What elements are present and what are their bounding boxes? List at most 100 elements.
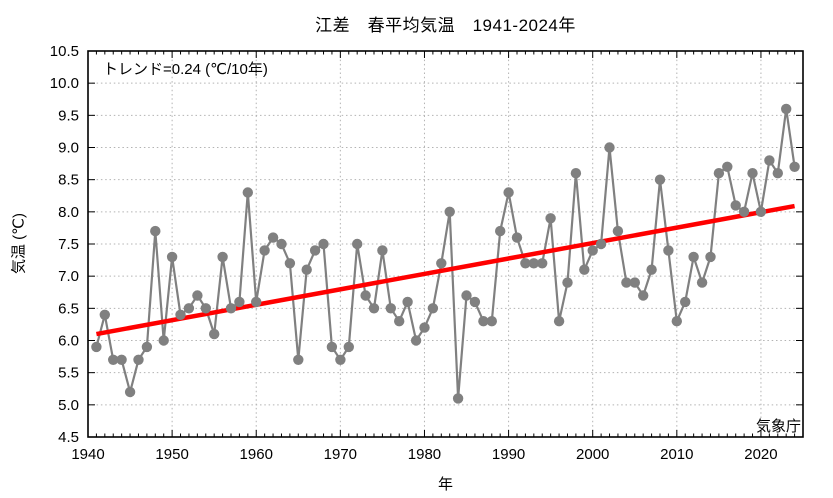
data-point (621, 277, 632, 288)
data-point (452, 393, 464, 404)
x-tick-label: 1990 (492, 446, 525, 463)
y-tick-label: 6.5 (58, 300, 79, 317)
data-point (368, 303, 380, 314)
data-point (730, 200, 741, 211)
chart-title: 江差 春平均気温 1941-2024年 (315, 16, 576, 35)
x-tick-label: 2000 (576, 446, 609, 463)
data-point (713, 168, 725, 179)
y-tick-label: 5.5 (58, 365, 79, 382)
data-point (402, 296, 413, 308)
data-point (747, 168, 758, 179)
data-point (520, 258, 531, 269)
data-point (209, 328, 220, 340)
data-point (410, 335, 422, 346)
data-point (377, 245, 388, 256)
data-point (764, 155, 775, 166)
data-point (511, 232, 523, 243)
plot-border (87, 50, 804, 438)
data-point (267, 232, 279, 243)
y-tick-label: 9.0 (58, 140, 79, 157)
data-point (108, 354, 119, 365)
data-point (150, 225, 161, 237)
data-point (394, 316, 405, 327)
data-point (343, 341, 354, 353)
data-point (503, 187, 514, 198)
data-point (259, 245, 270, 256)
data-point (553, 316, 565, 327)
x-tick-label: 1950 (155, 446, 188, 463)
x-axis-label: 年 (437, 476, 453, 493)
data-point (427, 303, 439, 314)
y-tick-label: 9.5 (58, 107, 79, 124)
data-point (461, 290, 472, 301)
data-point (772, 168, 783, 179)
data-point (486, 316, 497, 327)
data-point (217, 251, 228, 263)
data-point (688, 251, 699, 263)
x-tick-label: 1970 (324, 446, 357, 463)
data-point (242, 187, 253, 198)
data-point (318, 238, 329, 250)
x-tick-label: 1940 (71, 446, 104, 463)
data-point (436, 258, 447, 269)
data-point (545, 213, 556, 224)
data-point (612, 225, 624, 237)
data-point (705, 251, 716, 263)
data-point (537, 258, 548, 269)
data-point (419, 322, 430, 333)
data-point (528, 258, 539, 269)
data-point (755, 206, 767, 217)
data-point (225, 303, 237, 314)
data-point (234, 296, 245, 308)
data-point (301, 264, 312, 275)
data-point (579, 264, 590, 275)
data-point (663, 245, 674, 256)
y-tick-label: 5.0 (58, 397, 79, 414)
data-point (595, 238, 607, 250)
data-point (604, 142, 615, 153)
y-tick-label: 4.5 (58, 429, 79, 446)
data-point (141, 341, 153, 353)
data-point (200, 303, 211, 314)
data-point (469, 296, 481, 308)
data-point (175, 309, 186, 320)
data-point (124, 386, 136, 398)
source-label: 気象庁 (755, 418, 801, 435)
x-tick-label: 2020 (744, 446, 777, 463)
data-point (192, 290, 203, 301)
data-point (781, 103, 792, 115)
trend-annotation: トレンド=0.24 (℃/10年) (103, 61, 268, 78)
data-point (638, 290, 649, 301)
x-tick-label: 2010 (660, 446, 693, 463)
data-point (166, 251, 178, 263)
y-tick-label: 7.5 (58, 236, 79, 253)
data-point (133, 354, 144, 365)
data-point (587, 245, 598, 256)
data-point (183, 303, 195, 314)
data-point (284, 258, 296, 269)
data-point (309, 245, 321, 256)
y-tick-label: 8.5 (58, 172, 79, 189)
data-point (251, 296, 262, 308)
data-point (158, 335, 169, 346)
data-point (276, 238, 287, 250)
data-point (360, 290, 371, 301)
data-point (562, 277, 573, 288)
data-point (738, 206, 750, 217)
data-point (570, 168, 582, 179)
data-point (646, 264, 657, 275)
x-tick-label: 1980 (408, 446, 441, 463)
y-tick-label: 10.5 (50, 43, 79, 60)
data-point (352, 238, 363, 250)
data-point (293, 354, 304, 365)
data-point (385, 303, 396, 314)
y-tick-label: 7.0 (58, 268, 79, 285)
data-point (478, 316, 489, 327)
trend-line (96, 203, 795, 337)
data-point (654, 174, 666, 185)
y-tick-label: 8.0 (58, 204, 79, 221)
data-point (335, 354, 346, 365)
